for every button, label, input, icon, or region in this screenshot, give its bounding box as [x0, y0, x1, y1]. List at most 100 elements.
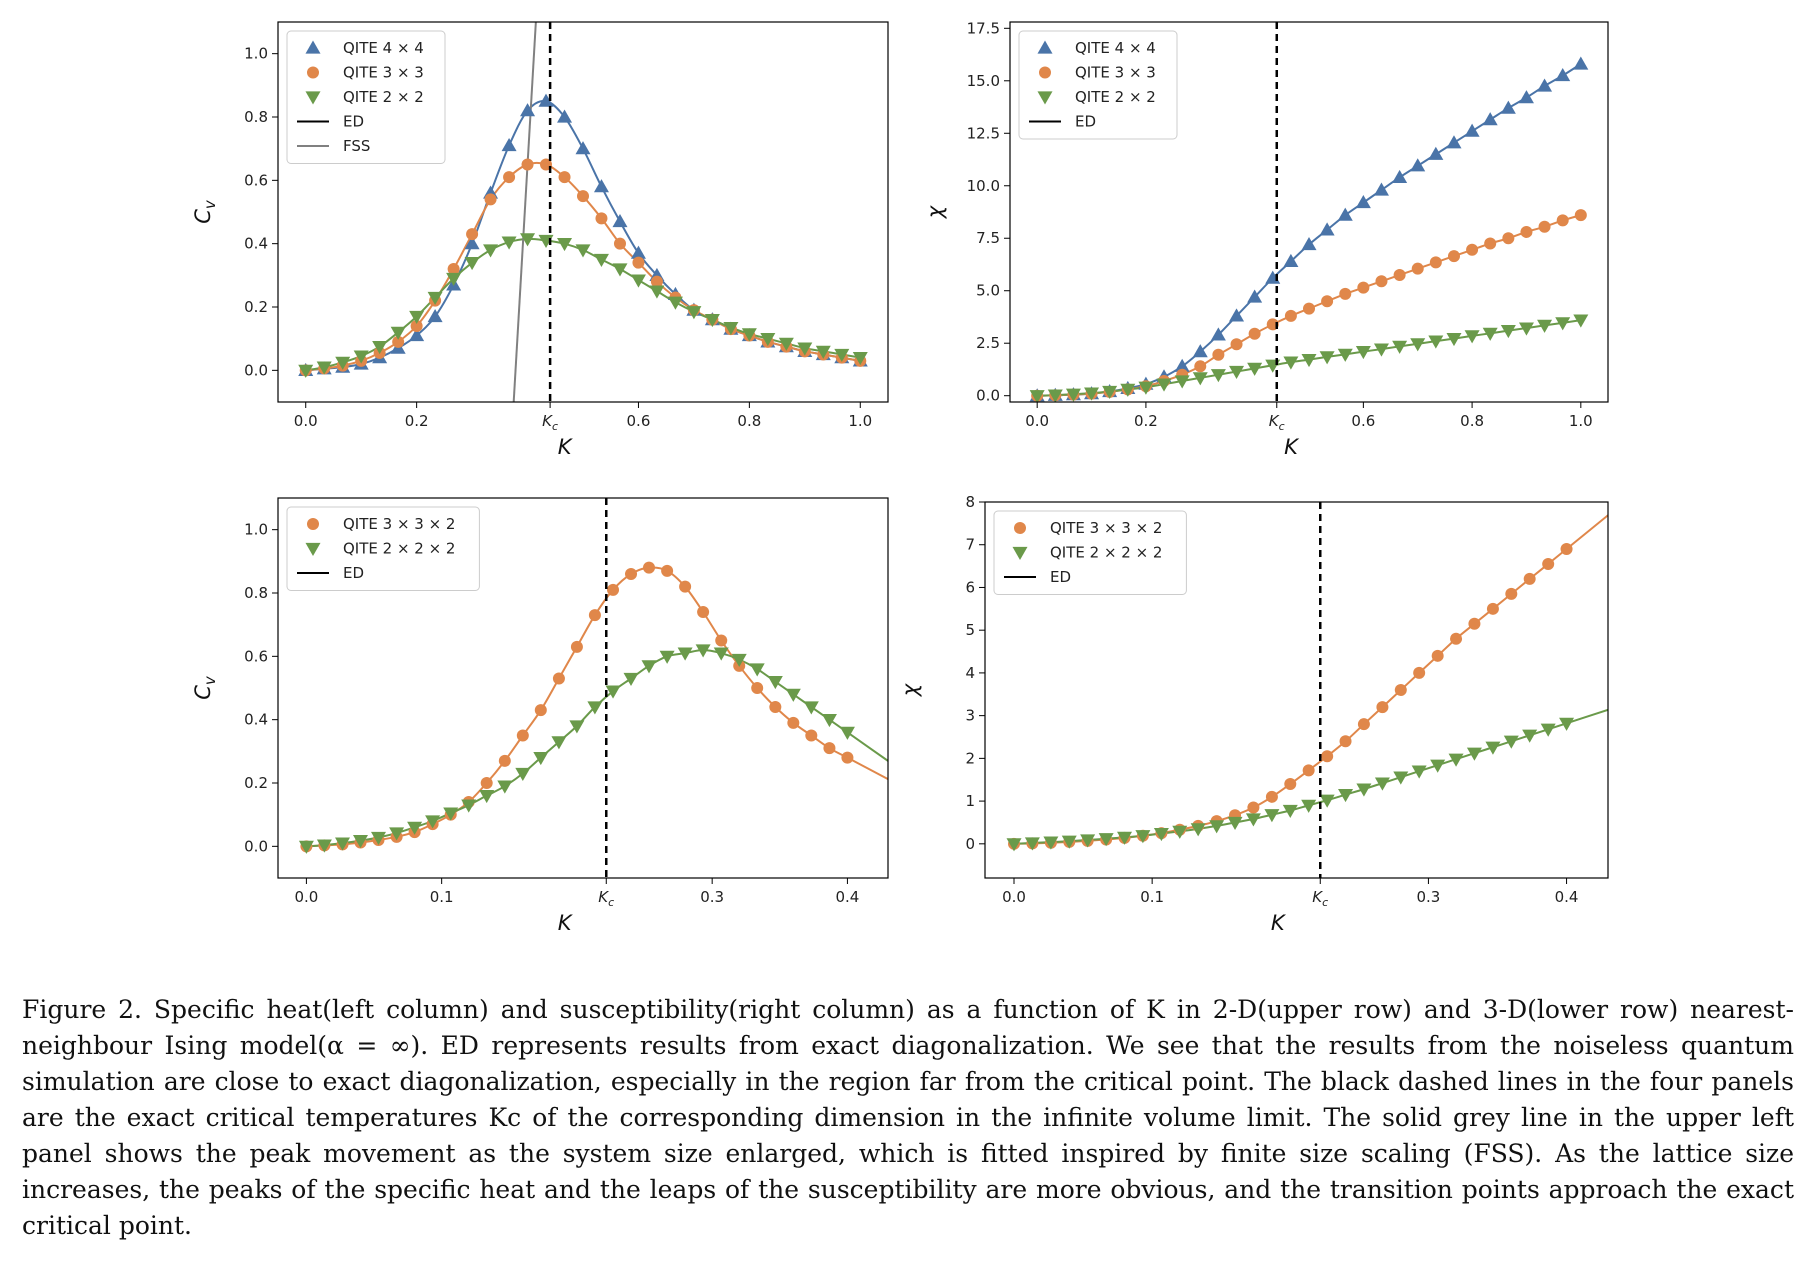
- data-point: [821, 714, 837, 728]
- data-point: [1555, 317, 1571, 331]
- data-point: [1429, 256, 1442, 269]
- legend-marker: [307, 518, 319, 530]
- data-point: [1482, 112, 1498, 126]
- data-point: [815, 345, 831, 359]
- data-point: [409, 328, 425, 342]
- data-point: [1043, 836, 1059, 850]
- data-point: [316, 839, 332, 853]
- data-point: [1464, 330, 1480, 344]
- data-point: [1520, 225, 1533, 238]
- y-tick-label: 7: [965, 536, 975, 554]
- data-point: [1555, 68, 1571, 82]
- legend-entry: ED: [1075, 113, 1096, 131]
- data-point: [1392, 169, 1408, 183]
- data-point: [1084, 387, 1100, 401]
- y-tick-label: 5: [965, 621, 975, 639]
- x-tick-label: 0.1: [430, 888, 454, 906]
- legend-marker: [1037, 91, 1053, 105]
- data-point: [1047, 389, 1063, 402]
- data-point: [521, 158, 534, 171]
- panel-3d-specific-heat: 0.0 0.1 0.3 0.4 Kc 0.0 0.2 0.4 0.6 0.8 1.0 K Cv QITE …: [191, 497, 889, 935]
- data-point: [1538, 220, 1551, 233]
- y-tick-label: 0.4: [244, 235, 268, 253]
- data-point: [1430, 759, 1446, 773]
- data-point: [823, 742, 836, 755]
- y-axis-label: Cv: [191, 199, 219, 224]
- data-point: [427, 309, 443, 323]
- data-point: [767, 676, 783, 690]
- legend-box: [1018, 30, 1178, 140]
- data-point: [407, 821, 423, 835]
- data-point: [1376, 701, 1389, 714]
- data-point: [1339, 287, 1352, 300]
- data-point: [613, 237, 626, 250]
- data-point: [751, 682, 764, 694]
- x-tick-label: 0.2: [405, 412, 429, 430]
- data-point: [533, 752, 549, 766]
- data-point: [520, 233, 536, 247]
- data-point: [1355, 195, 1371, 209]
- x-tick-label: 0.0: [1025, 412, 1049, 430]
- data-point: [1098, 833, 1114, 847]
- x-tick-label: 0.2: [1134, 412, 1158, 430]
- data-point: [372, 340, 388, 355]
- data-point: [623, 672, 639, 686]
- data-point: [466, 228, 479, 241]
- data-point: [1410, 158, 1426, 172]
- data-point: [731, 653, 747, 667]
- legend: QITE 3 × 3 × 2 QITE 2 × 2 × 2 ED: [286, 506, 480, 591]
- data-point: [1212, 348, 1225, 361]
- data-point: [1135, 830, 1151, 844]
- y-tick-label: 17.5: [967, 19, 1000, 37]
- data-point: [1156, 378, 1172, 392]
- y-tick-label: 6: [965, 578, 975, 596]
- panel-2d-susceptibility: 0.0 0.2 0.6 0.8 1.0 Kc 0.0 2.5 5.0 7.5 10.0 12.5 15.…: [923, 19, 1609, 459]
- y-tick-label: 3: [965, 707, 975, 725]
- data-point: [1190, 823, 1206, 837]
- x-axis-label: K: [1284, 435, 1300, 459]
- x-tick-label: 0.8: [737, 412, 761, 430]
- legend-box: [993, 510, 1187, 595]
- data-point: [410, 320, 423, 332]
- data-point: [1282, 804, 1298, 818]
- data-point: [749, 663, 765, 677]
- data-point: [1518, 90, 1534, 104]
- data-point: [834, 348, 850, 362]
- data-point: [516, 729, 529, 742]
- data-point: [715, 634, 728, 647]
- data-point: [1500, 324, 1516, 339]
- x-tick-label: 0.3: [700, 888, 724, 906]
- legend-marker: [305, 91, 321, 105]
- data-point: [1486, 602, 1499, 615]
- data-point: [498, 754, 511, 767]
- legend-marker: [1014, 522, 1026, 534]
- data-point: [785, 688, 801, 702]
- figure-caption: Figure 2. Specific heat(left column) and…: [22, 995, 1794, 1240]
- data-point: [1247, 801, 1260, 814]
- data-point: [787, 716, 800, 729]
- data-point: [569, 720, 585, 734]
- data-point: [557, 238, 573, 252]
- panel-2d-specific-heat: 0.0 0.2 0.6 0.8 1.0 Kc 0.0 0.2 0.4 0.6 0.8 1.0 K Cv QI…: [191, 21, 889, 459]
- legend-entry: QITE 3 × 3: [1075, 64, 1156, 82]
- data-point: [778, 337, 794, 351]
- data-point: [1337, 207, 1353, 221]
- x-tick-label: 0.1: [1140, 888, 1164, 906]
- data-point: [1375, 275, 1388, 288]
- data-point: [1247, 362, 1263, 376]
- data-point: [1357, 281, 1370, 294]
- legend-entry: ED: [1050, 568, 1071, 586]
- plot-area: [298, 22, 868, 402]
- legend-marker: [1012, 546, 1028, 560]
- data-point: [803, 701, 819, 715]
- data-point: [612, 263, 628, 277]
- y-axis-label: χ: [898, 682, 922, 697]
- data-point: [677, 647, 693, 661]
- data-point: [1503, 735, 1519, 749]
- legend-marker: [307, 66, 319, 79]
- data-point: [1174, 358, 1190, 372]
- data-point: [630, 245, 646, 259]
- data-point: [695, 644, 711, 658]
- data-point: [605, 685, 621, 699]
- data-point: [484, 193, 497, 206]
